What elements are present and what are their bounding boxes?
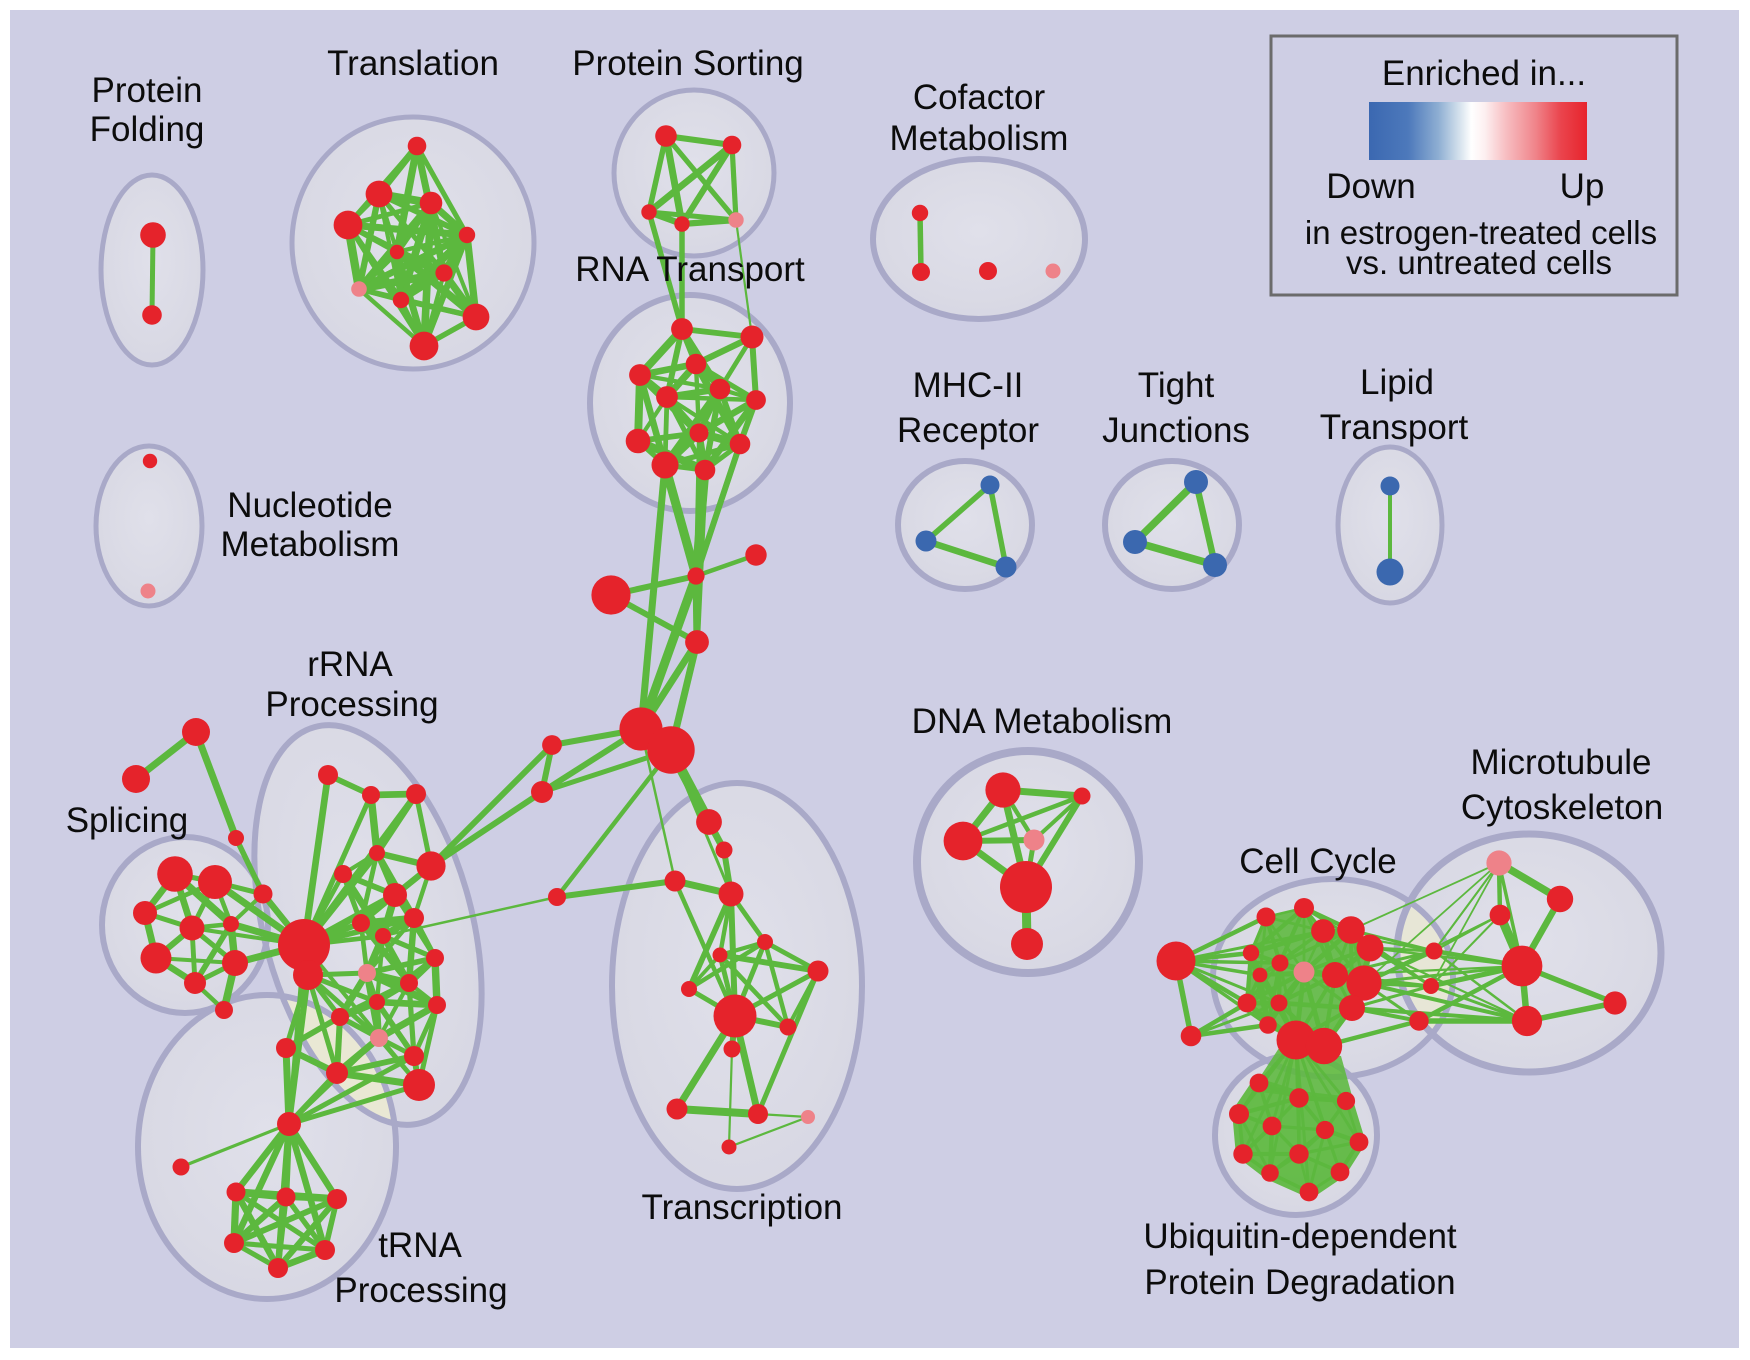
svg-text:Metabolism: Metabolism bbox=[890, 119, 1069, 158]
svg-text:Protein Sorting: Protein Sorting bbox=[572, 44, 804, 83]
svg-text:Cofactor: Cofactor bbox=[913, 78, 1046, 117]
svg-text:Nucleotide: Nucleotide bbox=[227, 486, 392, 525]
svg-text:Up: Up bbox=[1560, 167, 1605, 206]
svg-text:Lipid: Lipid bbox=[1360, 363, 1434, 402]
svg-text:Translation: Translation bbox=[327, 44, 499, 83]
svg-text:Metabolism: Metabolism bbox=[221, 525, 400, 564]
svg-text:tRNA: tRNA bbox=[378, 1226, 462, 1265]
svg-text:Processing: Processing bbox=[265, 685, 438, 724]
svg-text:Ubiquitin-dependent: Ubiquitin-dependent bbox=[1143, 1217, 1457, 1256]
svg-text:vs. untreated cells: vs. untreated cells bbox=[1346, 244, 1612, 281]
svg-text:Receptor: Receptor bbox=[897, 411, 1039, 450]
svg-text:Cell Cycle: Cell Cycle bbox=[1239, 842, 1397, 881]
svg-text:Tight: Tight bbox=[1138, 366, 1215, 405]
svg-text:Transcription: Transcription bbox=[642, 1188, 843, 1227]
svg-text:in estrogen-treated cells: in estrogen-treated cells bbox=[1305, 214, 1657, 251]
svg-text:Microtubule: Microtubule bbox=[1471, 743, 1652, 782]
svg-text:Junctions: Junctions bbox=[1102, 411, 1250, 450]
svg-text:RNA Transport: RNA Transport bbox=[575, 250, 805, 289]
svg-text:Folding: Folding bbox=[90, 110, 205, 149]
svg-text:Transport: Transport bbox=[1320, 408, 1469, 447]
svg-text:Down: Down bbox=[1326, 167, 1415, 206]
svg-text:Enriched in...: Enriched in... bbox=[1382, 54, 1586, 93]
svg-text:DNA Metabolism: DNA Metabolism bbox=[912, 702, 1173, 741]
svg-text:Processing: Processing bbox=[334, 1271, 507, 1310]
svg-text:Protein Degradation: Protein Degradation bbox=[1144, 1263, 1455, 1302]
svg-text:rRNA: rRNA bbox=[307, 645, 393, 684]
svg-text:Protein: Protein bbox=[92, 71, 203, 110]
svg-text:Splicing: Splicing bbox=[66, 801, 189, 840]
svg-text:Cytoskeleton: Cytoskeleton bbox=[1461, 788, 1663, 827]
svg-text:MHC-II: MHC-II bbox=[913, 366, 1024, 405]
